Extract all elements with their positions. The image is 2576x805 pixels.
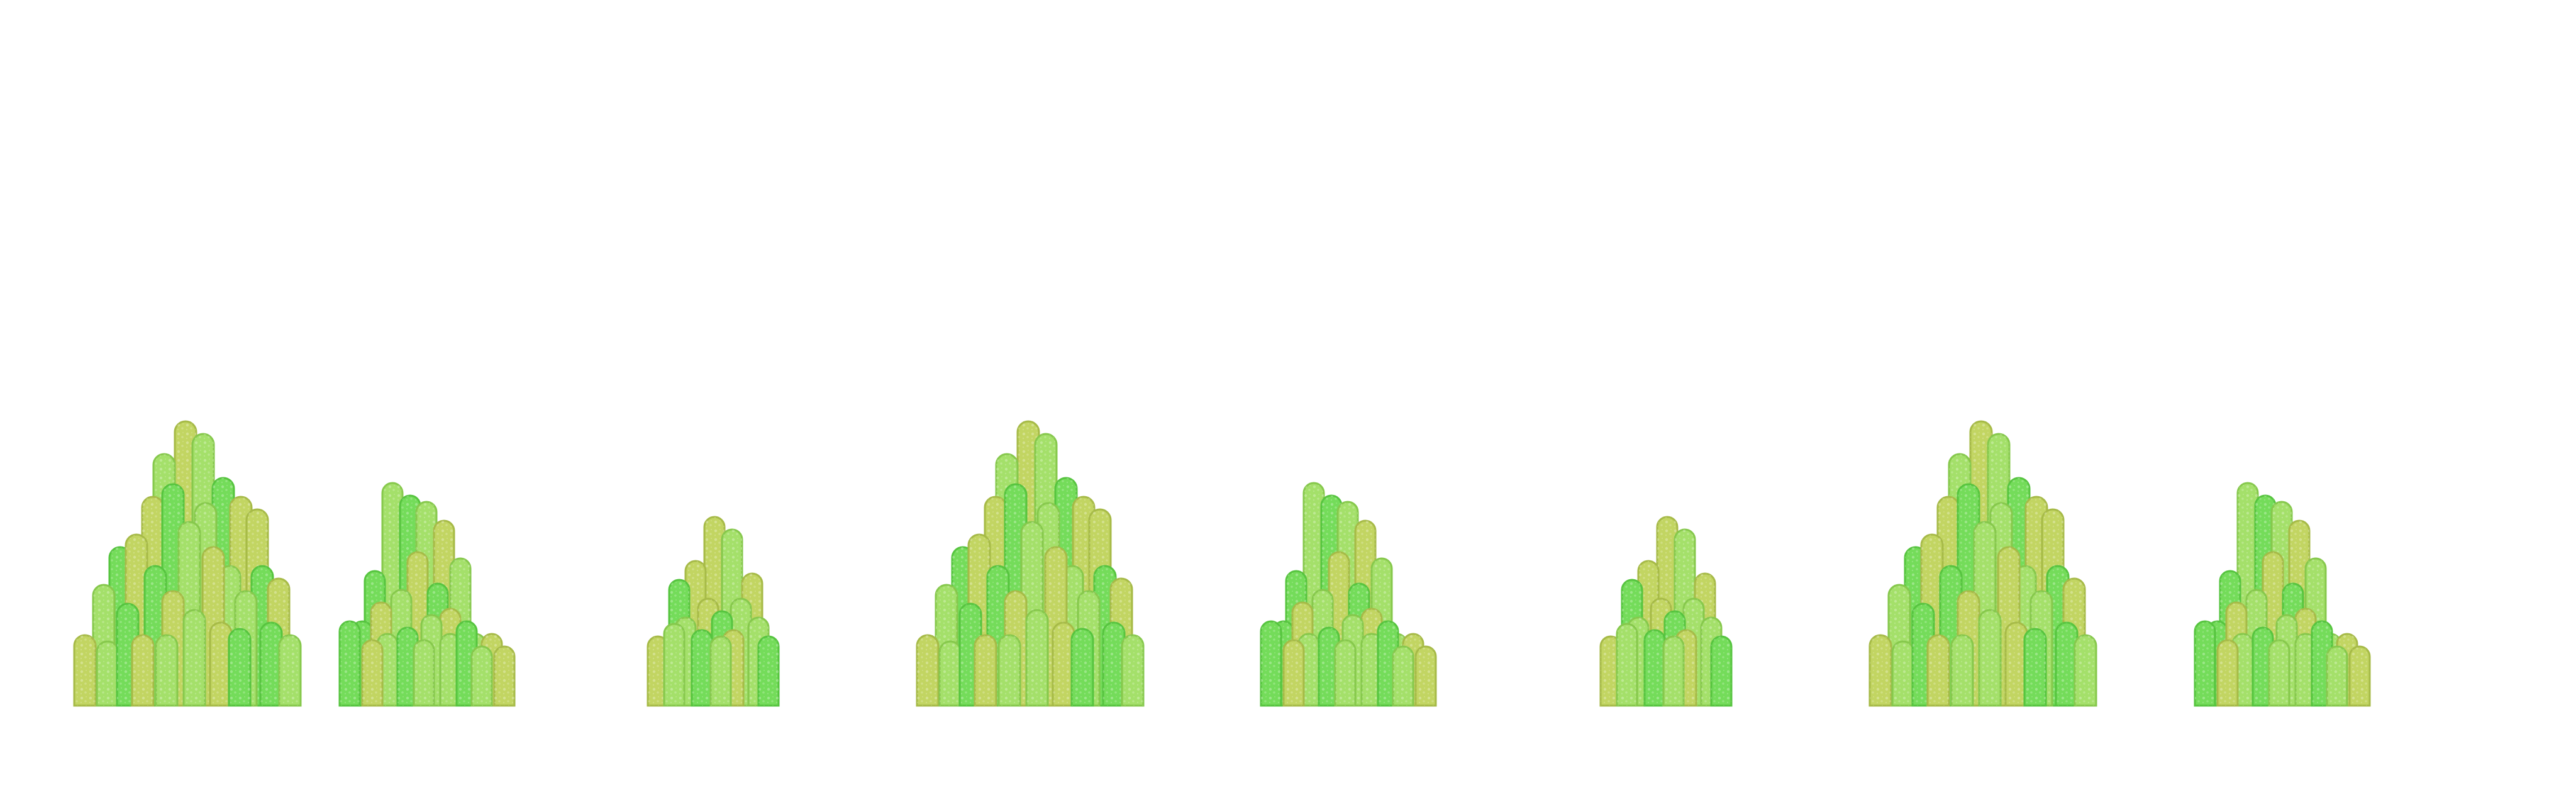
grass-clump-4 xyxy=(916,420,1145,707)
grass-blade-texture xyxy=(1928,635,1949,706)
grass-blade-texture xyxy=(1103,623,1124,706)
grass-blade-texture xyxy=(2195,621,2215,706)
grass-clump-8 xyxy=(2194,482,2371,707)
grass-blade-texture xyxy=(1892,641,1914,706)
grass-blade-texture xyxy=(1026,610,1048,706)
grass-blade-texture xyxy=(1617,624,1637,706)
grass-blade-texture xyxy=(1645,630,1665,706)
grass-clump-5 xyxy=(1260,482,1437,707)
grass-clump-7 xyxy=(1868,420,2097,707)
grass-blade-texture xyxy=(711,636,731,706)
grass-blade-texture xyxy=(2056,623,2077,706)
grass-blade-texture xyxy=(132,635,153,706)
grass-blade-texture xyxy=(2024,629,2046,706)
grass-blade-texture xyxy=(184,610,205,706)
grass-blade-texture xyxy=(210,623,231,706)
grass-blade-texture xyxy=(2253,628,2273,706)
grass-blade-texture xyxy=(440,634,460,706)
grass-blade-texture xyxy=(1261,621,1281,706)
grass-blade-texture xyxy=(362,640,382,706)
grass-blade-texture xyxy=(494,647,514,706)
grass-blade-texture xyxy=(1362,634,1382,706)
grass-blade-texture xyxy=(975,635,996,706)
grass-blade-texture xyxy=(1870,635,1891,706)
grass-blade-texture xyxy=(1951,635,1973,706)
grass-blade-texture xyxy=(2075,635,2096,706)
grass-blade-texture xyxy=(692,630,712,706)
grass-blade-texture xyxy=(1663,636,1684,706)
grass-blade-texture xyxy=(1335,640,1355,706)
grass-blade-texture xyxy=(2218,640,2238,706)
grass-clump-6 xyxy=(1599,516,1733,707)
grass-blade-texture xyxy=(1393,647,1413,706)
grass-blade-texture xyxy=(2327,647,2347,706)
grass-blade-texture xyxy=(1416,647,1436,706)
grass-blade-texture xyxy=(156,635,177,706)
grass-blade-texture xyxy=(1284,640,1304,706)
grass-blade-texture xyxy=(1319,628,1339,706)
grass-blade-texture xyxy=(2296,634,2316,706)
grass-clump-1 xyxy=(73,420,302,707)
grass-blade-texture xyxy=(1072,629,1093,706)
grass-blade-texture xyxy=(397,628,418,706)
grass-blade-texture xyxy=(1711,636,1731,706)
grass-blade-texture xyxy=(74,635,96,706)
grass-blade-texture xyxy=(664,624,684,706)
grass-blade-texture xyxy=(1053,623,1074,706)
grass-blade-texture xyxy=(999,635,1020,706)
grass-blade-texture xyxy=(340,621,360,706)
grass-blade-texture xyxy=(940,641,961,706)
grass-blade-texture xyxy=(1122,635,1143,706)
grass-blade-texture xyxy=(414,640,434,706)
grass-blade-texture xyxy=(2350,647,2370,706)
grass-blade-texture xyxy=(917,635,938,706)
grass-clump-3 xyxy=(647,516,780,707)
grass-blade-texture xyxy=(1979,610,2001,706)
grass-blade-texture xyxy=(229,629,250,706)
grass-blade-texture xyxy=(2006,623,2027,706)
grass-blade-texture xyxy=(97,641,118,706)
grass-blade-texture xyxy=(2269,640,2289,706)
grass-blade-texture xyxy=(472,647,492,706)
grass-blade-texture xyxy=(758,636,779,706)
grass-blade-texture xyxy=(260,623,282,706)
grass-clump-2 xyxy=(338,482,516,707)
grass-blade-texture xyxy=(1601,636,1621,706)
grass-blade-texture xyxy=(648,636,668,706)
grass-blade-texture xyxy=(279,635,301,706)
